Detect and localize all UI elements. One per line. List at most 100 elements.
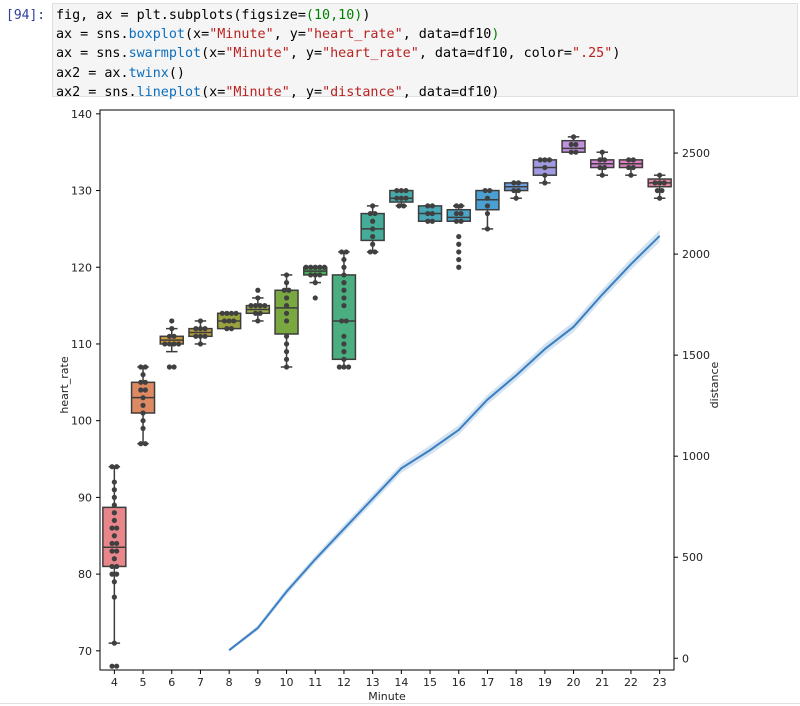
swarm-point (283, 303, 290, 309)
swarm-point (343, 249, 349, 255)
code-line: ax2 = sns.lineplot(x="Minute", y="distan… (56, 83, 620, 102)
swarm-point (341, 256, 347, 263)
swarm-point (283, 333, 290, 339)
swarm-point (336, 364, 342, 370)
code-token: swarmplot (128, 46, 202, 62)
code-token: "Minute" (225, 46, 290, 62)
swarm-point (484, 203, 491, 209)
swarm-point (484, 195, 491, 201)
swarm-point (370, 233, 376, 240)
swarm-point (511, 180, 517, 186)
swarm-point (224, 310, 230, 316)
y2-tick-label: 2000 (682, 248, 710, 261)
code-line: ax2 = ax.twinx() (56, 64, 620, 83)
swarm-point (546, 157, 553, 163)
box-body (561, 139, 586, 153)
swarm-point (370, 241, 376, 247)
swarm-point (252, 310, 259, 316)
swarm-point (114, 540, 120, 547)
swarm-point (111, 517, 117, 524)
swarm-point (597, 157, 603, 163)
swarm-point (193, 326, 199, 332)
x-tick-label: 21 (595, 676, 609, 689)
swarm-point (425, 203, 431, 209)
swarm-point (283, 364, 290, 370)
swarm-point (114, 525, 120, 531)
cell-divider (0, 703, 800, 704)
swarm-point (456, 233, 462, 240)
swarm-point (317, 264, 323, 270)
swarm-point (286, 287, 292, 293)
swarm-point (484, 226, 491, 232)
swarm-point (111, 494, 117, 500)
swarm-point (398, 195, 404, 201)
swarm-point (193, 333, 199, 339)
swarm-point (370, 226, 376, 232)
swarm-point (659, 187, 665, 194)
swarm-point (456, 264, 462, 270)
y-tick-label: 120 (71, 261, 92, 274)
swarm-point (257, 310, 263, 316)
swarm-point (401, 203, 407, 209)
x-tick-label: 6 (168, 676, 175, 689)
swarm-point (482, 187, 488, 194)
box-body (446, 208, 471, 222)
swarm-point (171, 341, 177, 347)
code-line: ax = sns.swarmplot(x="Minute", y="heart_… (56, 44, 620, 63)
x-tick-label: 20 (567, 676, 581, 689)
y2-tick-label: 0 (682, 652, 689, 665)
x-tick-label: 11 (308, 676, 322, 689)
code-token: , y= (289, 46, 323, 62)
code-token: boxplot (128, 27, 185, 43)
x-tick-label: 22 (624, 676, 638, 689)
swarm-point (231, 318, 237, 324)
swarm-point (262, 303, 268, 309)
box-body (331, 274, 357, 361)
x-tick-label: 23 (653, 676, 667, 689)
y2-tick-label: 2500 (682, 147, 710, 160)
swarm-point (114, 571, 120, 577)
swarm-point (312, 272, 318, 278)
swarm-point (283, 318, 290, 324)
swarm-point (321, 264, 328, 270)
swarm-point (111, 594, 117, 600)
swarm-point (573, 149, 579, 155)
x-tick-label: 5 (140, 676, 147, 689)
code-line: ax = sns.boxplot(x="Minute", y="heart_ra… (56, 25, 620, 44)
swarm-point (394, 195, 400, 201)
swarm-point (140, 395, 146, 401)
code-token: (10,10) (305, 8, 363, 23)
swarm-point (142, 364, 148, 370)
swarm-point (111, 556, 117, 562)
swarm-point (312, 295, 318, 301)
swarm-point (568, 141, 574, 148)
code-token: "heart_rate" (322, 46, 419, 62)
code-editor[interactable]: fig, ax = plt.subplots(figsize=(10,10)) a… (56, 6, 620, 102)
swarm-point (425, 210, 431, 217)
swarm-point (542, 180, 548, 186)
code-cell-input[interactable] (52, 3, 798, 97)
swarm-point (283, 310, 290, 316)
swarm-point (109, 548, 115, 554)
swarm-point (111, 579, 117, 585)
swarm-point (542, 172, 548, 178)
swarm-point (166, 341, 173, 347)
swarm-point (166, 333, 173, 339)
swarm-point (341, 341, 347, 347)
swarm-point (341, 280, 347, 286)
swarm-point (169, 326, 175, 332)
swarm-point (202, 326, 208, 332)
swarm-point (542, 157, 548, 163)
code-token: "Minute" (225, 84, 290, 100)
x-tick-label: 10 (280, 676, 294, 689)
y-tick-label: 70 (78, 645, 92, 658)
x-tick-label: 15 (423, 676, 437, 689)
swarm-point (456, 256, 462, 263)
swarm-point (661, 180, 667, 186)
swarm-point (197, 333, 204, 339)
swarm-point (458, 210, 464, 217)
y-tick-label: 90 (78, 491, 92, 504)
x-tick-label: 14 (394, 676, 408, 689)
swarm-point (537, 157, 543, 163)
